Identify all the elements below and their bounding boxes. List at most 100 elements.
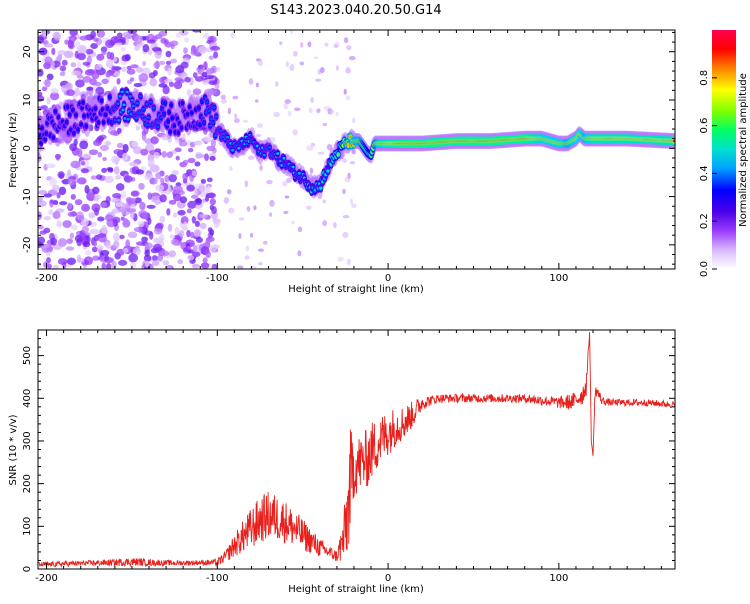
- spectrogram-noise-blob: [117, 259, 128, 266]
- spectrogram-noise-blob: [180, 216, 189, 225]
- spectrogram-noise-blob: [197, 64, 204, 70]
- spectrogram-noise-blob: [229, 166, 233, 172]
- spectrogram-ridge-core: [262, 153, 267, 157]
- spectrogram-noise-blob: [133, 227, 143, 233]
- spectrogram-noise-blob: [71, 70, 81, 77]
- spectrogram-ridge-core: [348, 135, 353, 139]
- spectrogram-noise-blob: [239, 217, 245, 221]
- spectrogram-noise-blob: [167, 265, 172, 269]
- spectrogram-noise-blob: [152, 243, 162, 252]
- figure-title: S143.2023.040.20.50.G14: [270, 3, 441, 18]
- snr-ylabel: SNR (10 * v/v): [8, 414, 19, 485]
- spectrogram-noise-blob: [254, 99, 259, 103]
- spectrogram-noise-blob: [119, 234, 125, 240]
- spectrogram-noise-blob: [66, 238, 73, 244]
- spectrogram-noise-blob: [200, 178, 207, 184]
- spectrogram-ridge-core: [156, 125, 160, 129]
- spectrogram-noise-blob: [104, 140, 112, 146]
- spectrogram-noise-blob: [70, 62, 77, 68]
- spectrogram-noise-blob: [191, 170, 197, 177]
- colorbar-tick-label: 0.8: [699, 70, 710, 86]
- spectrogram-ridge-core: [71, 108, 75, 112]
- spectrogram-noise-blob: [102, 156, 107, 162]
- spectrogram-noise-blob: [174, 226, 180, 236]
- spectrogram-noise-blob: [131, 141, 139, 148]
- snr-x-tick-label: 0: [385, 573, 391, 584]
- spectrogram-ridge-core: [197, 106, 201, 110]
- spectrogram-noise-blob: [194, 229, 201, 237]
- spectrogram-ridge-core: [180, 101, 185, 105]
- spectrogram-noise-blob: [192, 244, 198, 253]
- spectrogram-noise-blob: [206, 145, 216, 152]
- spectrogram-noise-blob: [168, 173, 177, 183]
- spectrogram-noise-blob: [205, 239, 211, 248]
- spectrogram-noise-blob: [237, 265, 244, 269]
- spectrogram-noise-blob: [99, 144, 109, 152]
- spectrogram-noise-blob: [333, 44, 338, 49]
- spectrogram-noise-blob: [86, 86, 94, 91]
- spectrogram-noise-blob: [246, 205, 251, 212]
- spectrogram-noise-blob: [177, 209, 186, 216]
- spectrogram-noise-blob: [191, 30, 201, 33]
- spectrogram-noise-blob: [351, 117, 356, 124]
- spectrogram-noise-blob: [111, 65, 116, 74]
- spectrogram-noise-blob: [248, 78, 254, 85]
- spectrogram-ridge-core: [126, 117, 130, 121]
- snr-y-tick-label: 200: [22, 474, 33, 493]
- spectrogram-noise-blob: [199, 222, 207, 230]
- spectrogram-xlabel: Height of straight line (km): [288, 284, 424, 295]
- snr-y-tick-label: 0: [22, 566, 33, 572]
- spectrogram-ridge-core: [101, 120, 106, 124]
- spectrogram-noise-blob: [324, 42, 329, 47]
- spectrogram-ridge-core: [138, 94, 143, 98]
- colorbar-label: Normalized spectral amplitude: [738, 73, 749, 227]
- spectrogram-noise-blob: [153, 151, 160, 159]
- spectrogram-noise-blob: [154, 49, 162, 59]
- spectrogram-noise-blob: [115, 202, 123, 207]
- spectrogram-noise-blob: [155, 184, 165, 192]
- spectrogram-noise-blob: [113, 232, 120, 242]
- spectrogram-noise-blob: [343, 37, 349, 44]
- spectrogram-noise-blob: [141, 132, 147, 141]
- spectrogram-noise-blob: [135, 169, 144, 175]
- spectrogram-noise-blob: [186, 89, 192, 97]
- spectrogram-noise-blob: [287, 110, 292, 117]
- spectrogram-noise-blob: [190, 49, 199, 56]
- spectrogram-noise-blob: [104, 214, 114, 222]
- spectrogram-noise-blob: [141, 212, 148, 220]
- spectrogram-noise-blob: [129, 77, 135, 82]
- spectrogram-noise-blob: [148, 72, 156, 79]
- spectrogram-noise-blob: [123, 175, 133, 183]
- spectrogram-noise-blob: [195, 153, 206, 158]
- spectrogram-noise-blob: [121, 46, 126, 52]
- spectrogram-ridge-core: [282, 156, 286, 160]
- spectrogram-noise-blob: [105, 59, 114, 68]
- spectrogram-noise-blob: [90, 30, 97, 39]
- spectrogram-noise-blob: [183, 47, 188, 54]
- spectrogram-noise-blob: [66, 169, 72, 177]
- spectrogram-noise-blob: [112, 216, 121, 224]
- spectrogram-noise-blob: [186, 208, 192, 214]
- spectrogram-noise-blob: [297, 226, 303, 233]
- spectrogram-noise-blob: [97, 216, 105, 222]
- spectrogram-ridge-core: [176, 131, 180, 135]
- spectrogram-noise-blob: [162, 85, 170, 95]
- spectrogram-noise-blob: [289, 30, 294, 34]
- spectrogram-noise-blob: [111, 260, 117, 269]
- spectrogram-noise-blob: [148, 263, 154, 269]
- spectrogram-noise-blob: [150, 136, 159, 145]
- spectrogram-noise-blob: [114, 42, 123, 47]
- spectrogram-ridge-core: [84, 124, 88, 128]
- snr-x-tick-label: -200: [35, 573, 58, 584]
- spectrogram-noise-blob: [187, 157, 196, 164]
- spectrogram-noise-blob: [204, 135, 211, 142]
- spectrogram-noise-blob: [46, 97, 51, 105]
- spectrogram-ridge-core: [108, 95, 112, 99]
- spectrogram-noise-blob: [93, 196, 99, 202]
- snr-x-tick-label: -100: [206, 573, 229, 584]
- spectrogram-ridge-core: [167, 110, 171, 114]
- spectrogram-noise-blob: [130, 64, 139, 69]
- spectrogram-noise-blob: [111, 155, 121, 164]
- spectrogram-noise-blob: [96, 135, 105, 142]
- spectrogram-noise-blob: [186, 184, 195, 192]
